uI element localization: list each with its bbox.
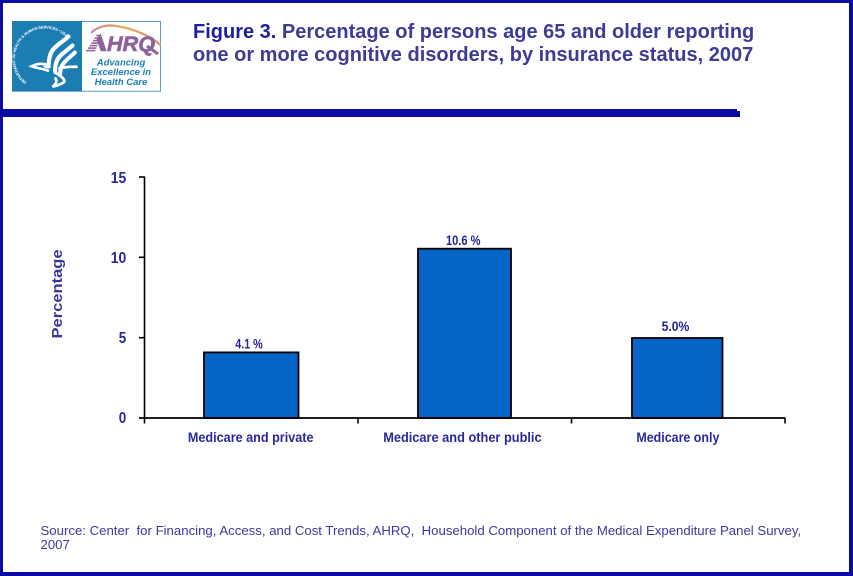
svg-text:15: 15	[111, 170, 127, 187]
svg-text:Excellence in: Excellence in	[91, 67, 151, 78]
svg-text:10.6 %: 10.6 %	[446, 233, 481, 248]
svg-text:Percentage: Percentage	[49, 250, 66, 339]
svg-text:Medicare and private: Medicare and private	[188, 430, 314, 445]
svg-text:5.0%: 5.0%	[662, 319, 690, 334]
svg-text:Medicare only: Medicare only	[636, 430, 719, 445]
svg-text:Advancing: Advancing	[96, 57, 146, 68]
svg-text:Medicare and other public: Medicare and other public	[383, 430, 542, 445]
svg-text:5: 5	[119, 330, 127, 347]
svg-text:10: 10	[111, 250, 127, 267]
svg-text:HRQ: HRQ	[107, 33, 155, 56]
svg-text:Health Care: Health Care	[95, 77, 149, 88]
svg-text:0: 0	[119, 410, 127, 427]
svg-text:4.1 %: 4.1 %	[235, 336, 263, 351]
